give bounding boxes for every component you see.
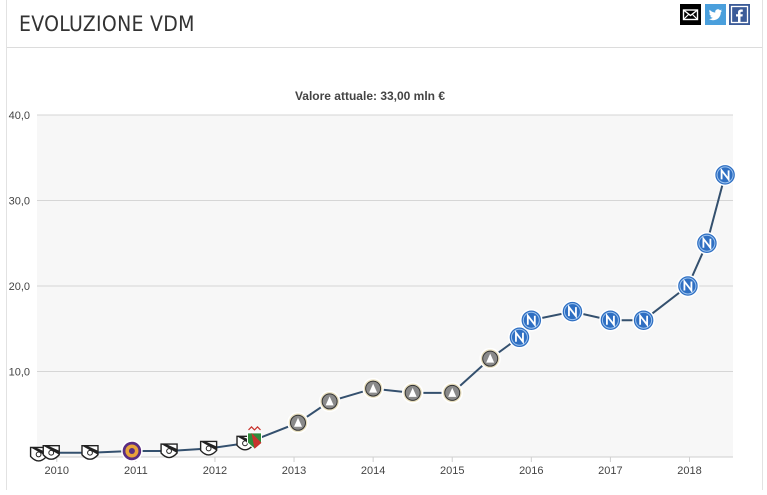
x-tick-label: 2016	[519, 465, 543, 477]
card-title: EVOLUZIONE VDM	[19, 12, 195, 36]
y-tick-label: 20,0	[9, 281, 30, 293]
x-tick-label: 2015	[440, 465, 464, 477]
x-tick-label: 2013	[282, 465, 306, 477]
data-point[interactable]	[121, 440, 143, 462]
data-point[interactable]	[713, 163, 737, 187]
twitter-icon	[709, 9, 722, 21]
data-point[interactable]	[247, 426, 262, 450]
x-tick-label: 2014	[361, 465, 385, 477]
data-point[interactable]	[81, 445, 99, 460]
mail-share-button[interactable]	[680, 4, 701, 25]
series-line	[38, 174, 727, 456]
data-point[interactable]	[160, 443, 178, 459]
facebook-icon	[730, 5, 749, 24]
mail-icon	[682, 9, 699, 21]
y-tick-label: 40,0	[9, 110, 30, 122]
twitter-share-button[interactable]	[705, 4, 726, 25]
data-point[interactable]	[441, 382, 463, 404]
data-point[interactable]	[599, 308, 622, 332]
data-point[interactable]	[362, 377, 384, 400]
data-point[interactable]	[520, 308, 543, 332]
chart-svg: Valore attuale: 33,00 mln € 10,0 20,0 30,0…	[9, 89, 737, 477]
x-tick-label: 2017	[598, 465, 622, 477]
data-point[interactable]	[479, 347, 501, 370]
data-point[interactable]	[632, 308, 655, 332]
facebook-share-button[interactable]	[729, 4, 750, 25]
card-header: EVOLUZIONE VDM	[7, 0, 762, 48]
y-tick-label: 30,0	[9, 196, 30, 208]
x-tick-label: 2010	[45, 465, 69, 477]
x-tick-label: 2012	[203, 465, 227, 477]
y-tick-label: 10,0	[9, 367, 30, 379]
data-point[interactable]	[199, 440, 218, 456]
chart-subtitle: Valore attuale: 33,00 mln €	[295, 89, 445, 103]
data-point[interactable]	[561, 300, 584, 323]
data-point[interactable]	[287, 412, 309, 434]
market-value-chart: Valore attuale: 33,00 mln € 10,0 20,0 30,0…	[0, 80, 761, 490]
x-tick-label: 2011	[124, 465, 148, 477]
data-point[interactable]	[695, 232, 719, 255]
data-point[interactable]	[676, 274, 700, 298]
data-point[interactable]	[42, 445, 60, 460]
data-point[interactable]	[318, 390, 341, 413]
data-point[interactable]	[401, 382, 424, 404]
x-tick-label: 2018	[677, 465, 701, 477]
data-point[interactable]	[508, 326, 531, 349]
